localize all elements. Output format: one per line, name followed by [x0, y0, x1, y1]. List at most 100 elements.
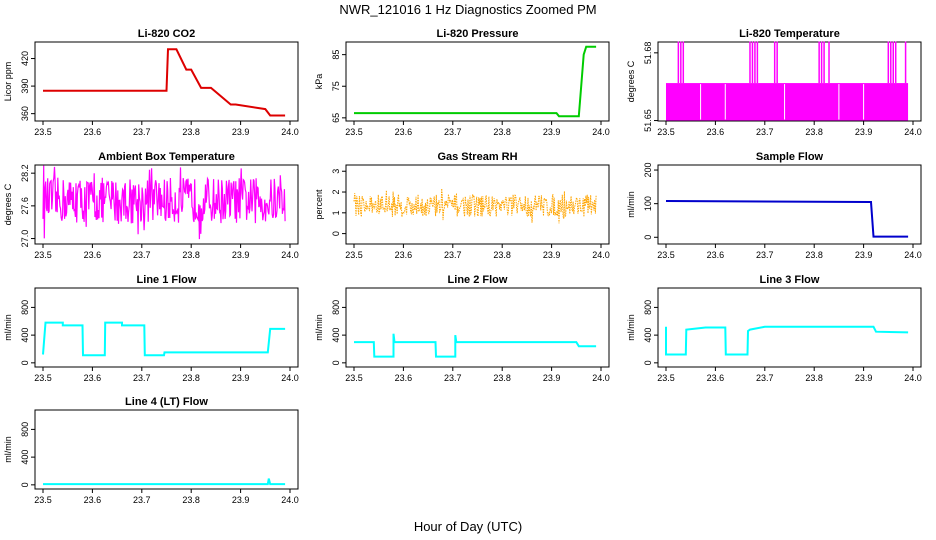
panel-8: Line 2 Flow ml/min 0 400 800 23.5 23.6 23.7 23.8…	[314, 274, 610, 383]
y-tick-label: 800	[20, 422, 30, 437]
x-tick-label: 23.5	[34, 127, 52, 137]
panel-title: Li-820 CO2	[138, 28, 195, 40]
x-tick-label: 23.5	[345, 373, 363, 383]
series	[354, 45, 597, 118]
plot-frame	[657, 164, 922, 245]
panel-2: Li-820 Pressure kPa 65 75 85 23.5 23.6 23.7 23.8…	[314, 28, 610, 137]
x-tick-label: 24.0	[281, 373, 299, 383]
x-tick-label: 23.8	[182, 495, 200, 505]
x-tick-label: 24.0	[904, 250, 922, 260]
series	[42, 321, 286, 357]
x-tick-label: 24.0	[592, 373, 610, 383]
y-tick-label: 390	[20, 79, 30, 94]
series-line	[354, 333, 597, 358]
y-tick-label: 2	[331, 190, 341, 195]
x-tick-label: 23.7	[756, 250, 774, 260]
y-axis-label: degrees C	[3, 183, 13, 225]
x-tick-label: 23.6	[395, 127, 413, 137]
x-tick-label: 23.7	[133, 373, 151, 383]
series-line	[43, 48, 286, 117]
x-tick-label: 23.5	[34, 495, 52, 505]
plot-frame	[345, 41, 610, 122]
y-tick-label: 0	[331, 360, 341, 365]
y-tick-label: 200	[643, 163, 653, 178]
y-tick-label: 1	[331, 210, 341, 215]
panel-7: Line 1 Flow ml/min 0 400 800 23.5 23.6 23.7 23.8…	[3, 274, 299, 383]
series	[354, 333, 597, 358]
x-tick-label: 24.0	[281, 250, 299, 260]
x-tick-label: 23.6	[707, 127, 725, 137]
y-tick-label: 51.65	[643, 109, 653, 132]
y-tick-label: 3	[331, 169, 341, 174]
plot-frame	[34, 409, 299, 490]
x-tick-label: 23.6	[84, 373, 102, 383]
x-tick-label: 23.8	[182, 127, 200, 137]
series	[666, 41, 909, 121]
y-tick-label: 420	[20, 51, 30, 66]
plot-frame	[657, 287, 922, 368]
y-tick-label: 800	[20, 300, 30, 315]
x-tick-label: 23.5	[657, 127, 675, 137]
plot-frame	[657, 41, 922, 122]
x-tick-label: 23.7	[756, 373, 774, 383]
x-tick-label: 23.6	[84, 250, 102, 260]
panel-title: Line 3 Flow	[760, 274, 820, 286]
x-tick-label: 23.9	[543, 250, 561, 260]
panel-title: Line 1 Flow	[137, 274, 197, 286]
y-axis-label: ml/min	[626, 191, 636, 218]
y-tick-label: 28.2	[20, 164, 30, 182]
series-line	[354, 45, 597, 118]
panel-title: Line 4 (LT) Flow	[125, 396, 208, 408]
series	[665, 325, 909, 356]
y-axis-label: degrees C	[626, 60, 636, 102]
x-tick-label: 23.6	[84, 495, 102, 505]
panel-title: Li-820 Temperature	[739, 28, 840, 40]
page-title: NWR_121016 1 Hz Diagnostics Zoomed PM	[339, 2, 596, 17]
x-tick-label: 23.5	[34, 373, 52, 383]
x-tick-label: 23.9	[855, 250, 873, 260]
series	[42, 165, 286, 240]
panel-title: Sample Flow	[756, 151, 824, 163]
series	[43, 478, 286, 486]
x-tick-label: 23.7	[133, 250, 151, 260]
series-line	[665, 200, 909, 238]
panel-title: Ambient Box Temperature	[98, 151, 235, 163]
x-tick-label: 23.8	[182, 373, 200, 383]
panel-4: Ambient Box Temperature degrees C 27.0 27.6…	[3, 151, 299, 260]
y-tick-label: 0	[20, 360, 30, 365]
series-line	[43, 478, 286, 486]
x-tick-label: 23.7	[444, 250, 462, 260]
series-line	[42, 321, 286, 357]
y-tick-label: 0	[331, 231, 341, 236]
series-points	[353, 188, 597, 224]
panel-1: Li-820 CO2 Licor ppm 360 390 420 23.5 23.6 23.7…	[3, 28, 299, 137]
y-axis-label: Licor ppm	[3, 62, 13, 102]
x-tick-label: 23.6	[84, 127, 102, 137]
x-tick-label: 23.9	[543, 373, 561, 383]
y-tick-label: 65	[331, 113, 341, 123]
y-tick-label: 27.0	[20, 230, 30, 248]
y-tick-label: 27.6	[20, 197, 30, 215]
x-tick-label: 23.8	[805, 373, 823, 383]
series-line	[42, 165, 286, 240]
panel-9: Line 3 Flow ml/min 0 400 800 23.5 23.6 23.7 23.8…	[626, 274, 922, 383]
y-tick-label: 75	[331, 81, 341, 91]
panels: Li-820 CO2 Licor ppm 360 390 420 23.5 23.6 23.7…	[3, 28, 922, 505]
x-tick-label: 23.9	[232, 495, 250, 505]
panel-3: Li-820 Temperature degrees C 51.65 51.68 23.…	[626, 28, 922, 137]
x-tick-label: 23.9	[232, 127, 250, 137]
x-tick-label: 23.5	[34, 250, 52, 260]
y-tick-label: 400	[643, 328, 653, 343]
x-tick-label: 23.8	[182, 250, 200, 260]
y-tick-label: 400	[20, 450, 30, 465]
series-line	[665, 325, 909, 356]
y-tick-label: 0	[643, 235, 653, 240]
x-tick-label: 23.8	[805, 250, 823, 260]
plot-frame	[345, 287, 610, 368]
plot-frame	[34, 41, 299, 122]
series	[43, 48, 286, 117]
y-axis-label: ml/min	[626, 314, 636, 341]
plot-frame	[34, 164, 299, 245]
plot-frame	[345, 164, 610, 245]
